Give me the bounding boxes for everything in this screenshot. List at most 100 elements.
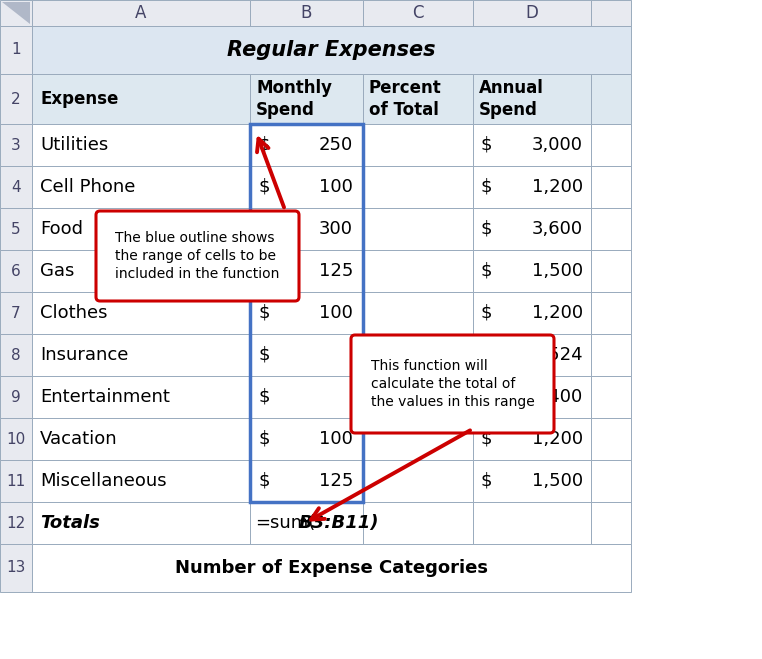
Bar <box>32 292 250 334</box>
Bar <box>591 460 631 502</box>
Bar <box>473 460 591 502</box>
Bar <box>0 376 32 418</box>
Bar <box>32 166 250 208</box>
Text: 5: 5 <box>11 221 21 237</box>
Bar <box>32 124 250 166</box>
Text: 10: 10 <box>6 432 26 447</box>
Bar <box>32 334 250 376</box>
Text: Regular Expenses: Regular Expenses <box>227 40 436 60</box>
Text: Cell Phone: Cell Phone <box>40 178 136 196</box>
Text: Miscellaneous: Miscellaneous <box>40 472 167 490</box>
Text: 6: 6 <box>11 264 21 279</box>
Bar <box>591 250 631 292</box>
Text: $: $ <box>481 472 492 490</box>
Bar <box>591 418 631 460</box>
Bar <box>0 124 32 166</box>
Bar <box>0 460 32 502</box>
Text: $: $ <box>481 220 492 238</box>
Polygon shape <box>2 2 30 24</box>
Bar <box>0 26 32 74</box>
Bar <box>0 544 32 592</box>
Bar <box>363 334 473 376</box>
Bar <box>250 292 363 334</box>
Bar <box>250 74 363 124</box>
Bar <box>363 124 473 166</box>
Bar <box>0 334 32 376</box>
Bar <box>0 502 32 544</box>
Text: 125: 125 <box>319 472 353 490</box>
Bar <box>591 334 631 376</box>
Bar <box>250 502 363 544</box>
Text: B3:B11): B3:B11) <box>299 514 379 532</box>
Bar <box>591 166 631 208</box>
Bar <box>32 376 250 418</box>
Text: $: $ <box>258 472 270 490</box>
Text: 11: 11 <box>6 474 26 488</box>
FancyBboxPatch shape <box>351 335 554 433</box>
Text: Clothes: Clothes <box>40 304 107 322</box>
Bar <box>32 502 250 544</box>
Bar <box>363 418 473 460</box>
Text: 1,500: 1,500 <box>532 262 583 280</box>
Bar <box>32 0 250 26</box>
Text: 300: 300 <box>319 220 353 238</box>
Text: 250: 250 <box>319 136 353 154</box>
Text: Gas: Gas <box>40 262 75 280</box>
Bar <box>473 74 591 124</box>
Text: The blue outline shows
the range of cells to be
included in the function: The blue outline shows the range of cell… <box>115 231 280 281</box>
Text: 12: 12 <box>6 515 26 530</box>
Bar <box>473 418 591 460</box>
Bar <box>250 0 363 26</box>
Bar <box>591 0 631 26</box>
Text: $: $ <box>481 262 492 280</box>
Bar <box>0 418 32 460</box>
Text: Annual
Spend: Annual Spend <box>479 79 544 119</box>
Bar <box>363 74 473 124</box>
Bar <box>0 208 32 250</box>
Text: 2: 2 <box>11 92 21 107</box>
Bar <box>473 250 591 292</box>
Bar <box>363 166 473 208</box>
Bar <box>591 502 631 544</box>
Bar <box>363 460 473 502</box>
Text: $: $ <box>481 304 492 322</box>
Text: Expense: Expense <box>40 90 118 108</box>
Bar <box>363 292 473 334</box>
Text: A: A <box>136 4 147 22</box>
Text: 13: 13 <box>6 561 26 575</box>
Text: $: $ <box>258 388 270 406</box>
Bar <box>32 208 250 250</box>
Text: 1,524: 1,524 <box>531 346 583 364</box>
Text: 100: 100 <box>319 304 353 322</box>
Bar <box>591 376 631 418</box>
Bar <box>32 26 631 74</box>
Text: Monthly
Spend: Monthly Spend <box>256 79 332 119</box>
Bar <box>473 166 591 208</box>
Bar <box>473 502 591 544</box>
Bar <box>250 124 363 166</box>
Bar <box>0 292 32 334</box>
Text: Number of Expense Categories: Number of Expense Categories <box>175 559 488 577</box>
Bar <box>32 250 250 292</box>
Text: 3: 3 <box>11 138 21 152</box>
Bar <box>250 208 363 250</box>
Text: 2,400: 2,400 <box>532 388 583 406</box>
Bar <box>591 124 631 166</box>
Text: Food: Food <box>40 220 83 238</box>
Text: 1: 1 <box>11 42 21 57</box>
Bar <box>473 208 591 250</box>
Text: $: $ <box>481 136 492 154</box>
Text: 8: 8 <box>11 347 21 362</box>
Bar <box>473 376 591 418</box>
Text: $: $ <box>481 430 492 448</box>
Text: This function will
calculate the total of
the values in this range: This function will calculate the total o… <box>370 358 534 409</box>
Bar <box>473 292 591 334</box>
Bar <box>473 334 591 376</box>
Bar <box>473 0 591 26</box>
Text: 125: 125 <box>319 262 353 280</box>
Bar <box>0 0 32 26</box>
FancyBboxPatch shape <box>96 211 299 301</box>
Text: Entertainment: Entertainment <box>40 388 170 406</box>
Bar <box>591 292 631 334</box>
Bar <box>32 460 250 502</box>
